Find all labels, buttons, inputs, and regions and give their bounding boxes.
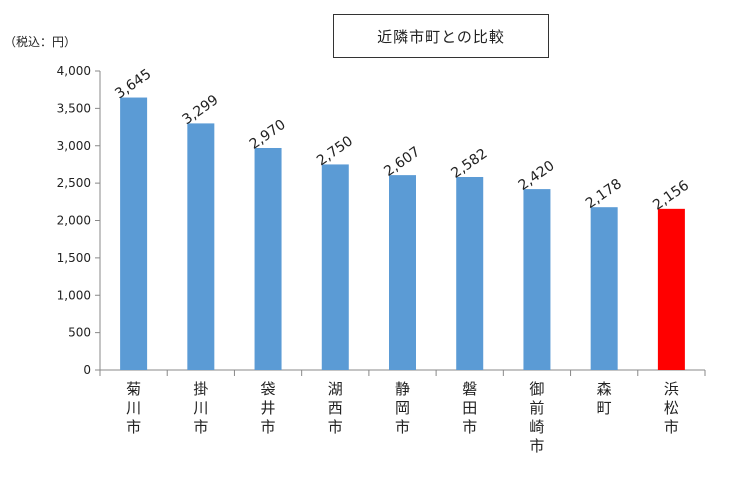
chart-title: 近隣市町との比較 (333, 14, 549, 58)
data-label: 2,156 (650, 177, 692, 213)
data-label: 2,178 (583, 176, 625, 212)
bar (187, 123, 215, 370)
bar (120, 97, 148, 370)
x-category-label: 静岡市 (395, 380, 410, 436)
x-category-label: 菊川市 (126, 380, 141, 436)
x-category-label: 御前崎市 (529, 380, 544, 455)
y-tick-label: 4,000 (57, 64, 91, 78)
data-label: 2,582 (448, 146, 490, 182)
bar (389, 175, 416, 370)
bar (254, 147, 282, 370)
data-label: 2,750 (314, 133, 356, 169)
y-tick-label: 3,500 (57, 101, 91, 115)
x-category-label: 磐田市 (462, 380, 477, 436)
x-category-label: 森町 (597, 380, 612, 417)
y-tick-label: 1,000 (57, 288, 91, 302)
y-tick-label: 2,000 (57, 214, 91, 228)
data-label: 2,970 (247, 117, 289, 153)
y-tick-label: 0 (83, 363, 91, 377)
y-tick-label: 500 (68, 326, 91, 340)
data-label: 2,607 (381, 144, 423, 180)
x-category-label: 浜松市 (664, 380, 679, 436)
x-category-label: 湖西市 (328, 380, 343, 436)
data-label: 3,645 (112, 66, 154, 102)
bar (456, 176, 484, 370)
bar (590, 207, 618, 370)
data-label: 3,299 (180, 92, 222, 128)
x-category-label: 袋井市 (261, 380, 276, 436)
y-tick-label: 3,000 (57, 139, 91, 153)
y-tick-label: 2,500 (57, 176, 91, 190)
y-axis-unit-label: （税込：円） (4, 35, 77, 49)
data-label: 2,420 (516, 158, 558, 194)
bar (321, 164, 349, 370)
bar (657, 208, 685, 370)
x-category-label: 掛川市 (193, 380, 208, 436)
bar (523, 189, 551, 370)
y-tick-label: 1,500 (57, 251, 91, 265)
